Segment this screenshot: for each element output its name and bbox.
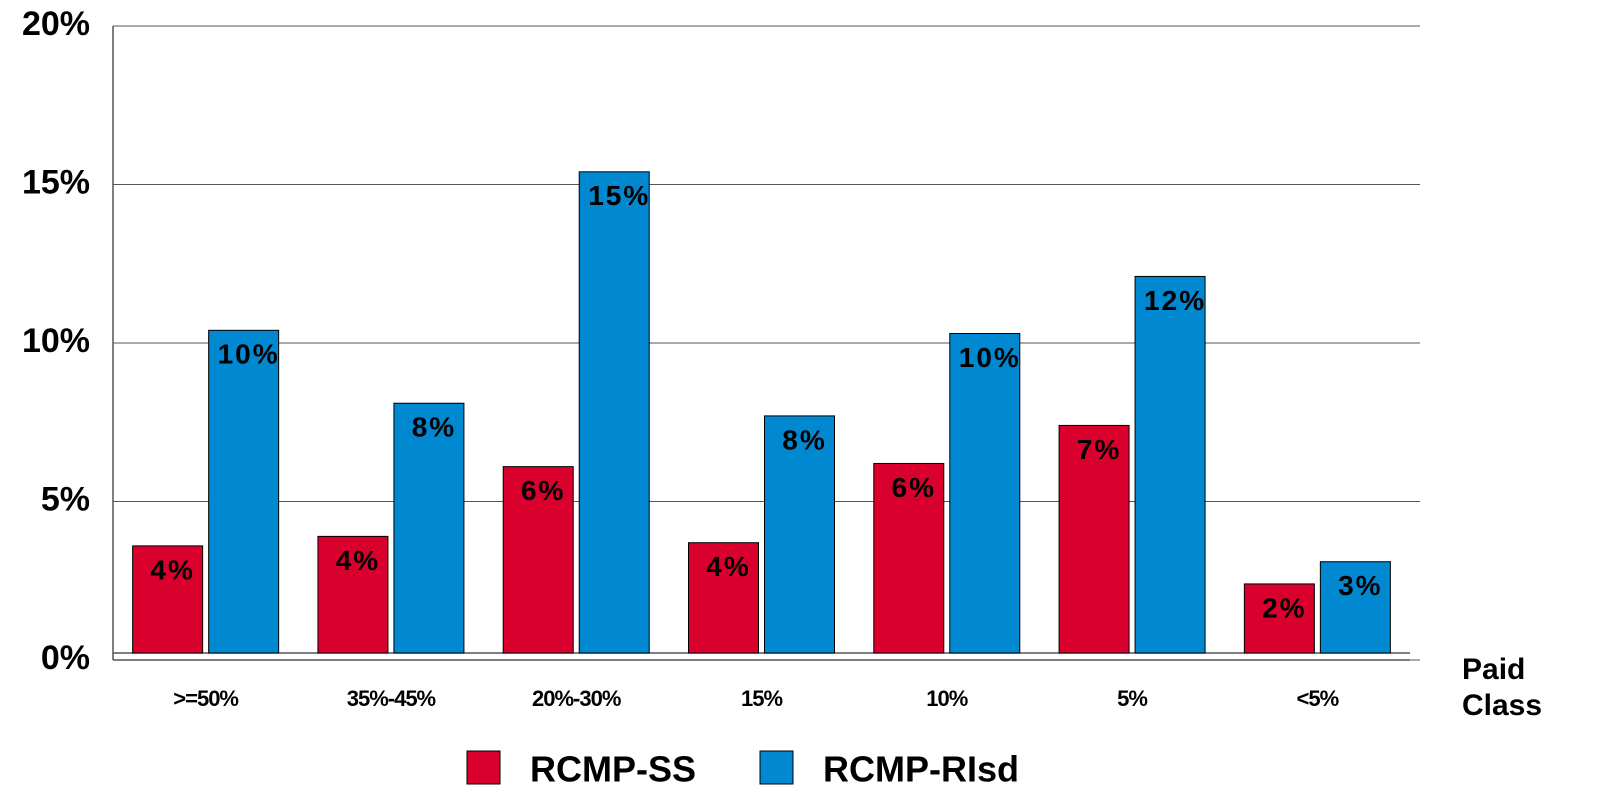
value-label: 8% <box>782 424 826 455</box>
legend-label: RCMP-RIsd <box>823 749 1019 790</box>
bar <box>393 402 465 654</box>
value-label: 3% <box>1338 570 1382 601</box>
bar <box>502 466 574 654</box>
value-label: 15% <box>588 180 650 211</box>
bar <box>1058 424 1130 654</box>
bar <box>208 329 280 654</box>
value-label: 4% <box>150 554 194 585</box>
legend-swatch <box>759 750 794 785</box>
bar <box>578 171 650 654</box>
x-axis-label: Paid Class <box>1462 653 1543 722</box>
y-tick-label: 5% <box>41 480 90 518</box>
x-tick-label: 35%-45% <box>347 686 436 711</box>
bar <box>873 462 945 654</box>
x-tick-label: 20%-30% <box>532 686 621 711</box>
y-tick-label: 15% <box>22 163 90 201</box>
bar <box>1134 275 1206 654</box>
value-label: 8% <box>412 412 456 443</box>
x-tick-label: <5% <box>1297 686 1339 711</box>
value-label: 4% <box>706 551 750 582</box>
bar <box>764 415 835 654</box>
value-label: 6% <box>521 475 565 506</box>
x-tick-label: 10% <box>926 686 967 711</box>
bar <box>949 332 1021 654</box>
y-tick-label: 0% <box>41 639 90 677</box>
bar <box>1243 583 1315 654</box>
value-label: 2% <box>1262 592 1306 623</box>
bar <box>1319 561 1391 654</box>
x-tick-label: >=50% <box>173 686 238 711</box>
y-tick-label: 10% <box>22 322 90 360</box>
bar <box>132 545 204 654</box>
value-label: 6% <box>892 472 936 503</box>
x-tick-label: 5% <box>1117 686 1147 711</box>
legend-label: RCMP-SS <box>530 749 696 790</box>
x-tick-label: 15% <box>741 686 782 711</box>
bar <box>317 535 389 654</box>
value-label: 4% <box>336 545 380 576</box>
value-label: 10% <box>218 339 280 370</box>
value-label: 12% <box>1144 285 1206 316</box>
y-tick-label: 20% <box>22 5 90 43</box>
legend-swatch <box>466 750 501 785</box>
bar <box>688 542 759 654</box>
value-label: 10% <box>959 342 1021 373</box>
value-label: 7% <box>1077 434 1121 465</box>
